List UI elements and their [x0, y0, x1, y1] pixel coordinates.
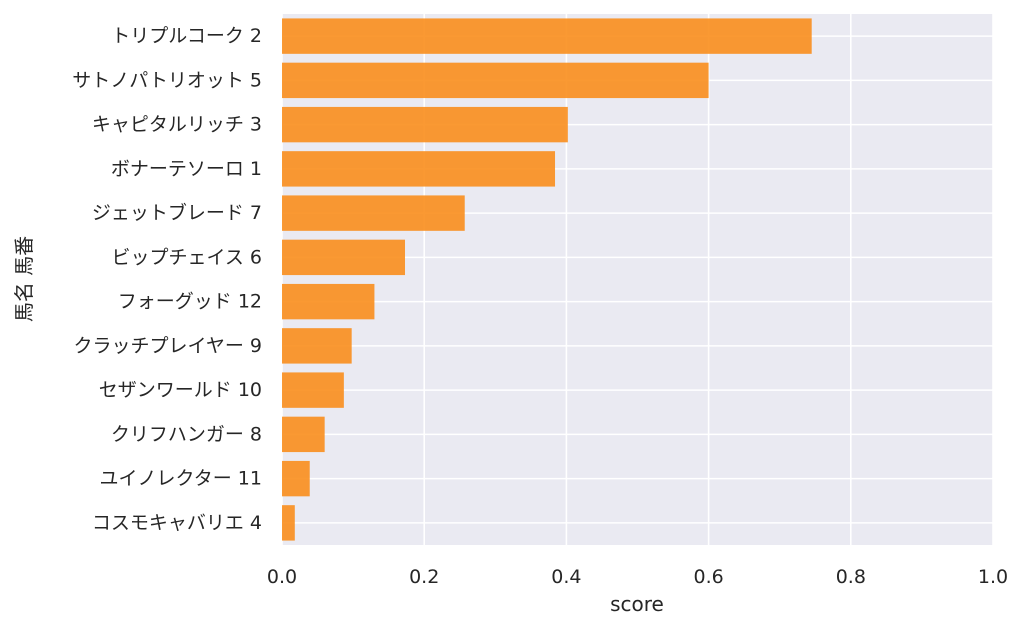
y-tick-label: ボナーテソーロ 1 [111, 158, 262, 180]
y-tick-label: フォーグッド 12 [118, 291, 262, 313]
y-tick-label: コスモキャバリエ 4 [92, 512, 262, 534]
x-tick-label: 0.0 [267, 566, 297, 588]
bar [282, 283, 375, 320]
bar [282, 372, 344, 408]
x-tick-labels: 0.0 0.2 0.4 0.6 0.8 1.0 [267, 566, 1008, 588]
bar [282, 328, 352, 364]
y-tick-label: セザンワールド 10 [99, 379, 262, 401]
bar [282, 505, 295, 541]
y-tick-label: トリプルコーク 2 [111, 25, 262, 47]
y-tick-label: キャピタルリッチ 3 [92, 114, 262, 136]
x-axis-title: score [610, 592, 664, 616]
y-axis-title: 馬名 馬番 [12, 236, 36, 322]
y-tick-labels: トリプルコーク 2 サトノパトリオット 5 キャピタルリッチ 3 ボナーテソーロ 1 ジ… [72, 25, 262, 534]
x-tick-label: 1.0 [978, 566, 1008, 588]
x-tick-label: 0.8 [836, 566, 866, 588]
bar [282, 239, 406, 276]
y-tick-label: クラッチプレイヤー 9 [73, 335, 262, 357]
x-tick-label: 0.6 [693, 566, 723, 588]
bar [282, 18, 812, 54]
bar [282, 195, 465, 231]
y-tick-label: クリフハンガー 8 [111, 423, 262, 445]
y-tick-label: ユイノレクター 11 [100, 468, 262, 490]
plot-area [282, 14, 993, 545]
bars [282, 18, 812, 541]
y-tick-label: ジェットブレード 7 [92, 201, 262, 224]
bar [282, 460, 310, 497]
x-tick-label: 0.2 [409, 566, 439, 588]
bar [282, 151, 556, 187]
bar [282, 62, 709, 99]
bar [282, 106, 568, 143]
bar [282, 416, 325, 453]
x-tick-label: 0.4 [551, 566, 581, 588]
y-tick-label: ビップチェイス 6 [111, 246, 262, 268]
y-tick-label: サトノパトリオット 5 [72, 69, 262, 91]
